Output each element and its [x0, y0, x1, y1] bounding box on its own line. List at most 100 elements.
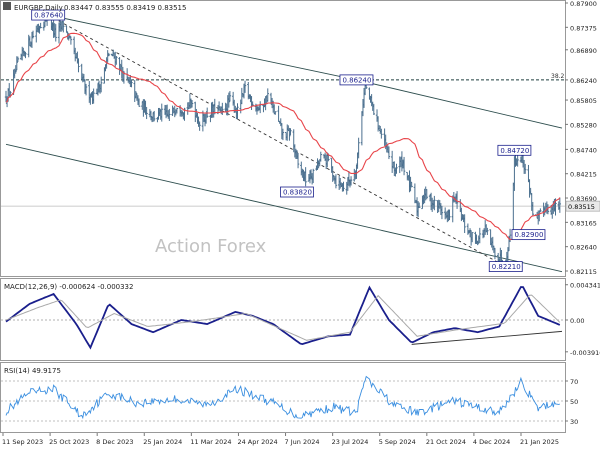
price-bar: [243, 80, 247, 93]
price-annotation-box: [280, 186, 314, 198]
price-annotation: 0.83820: [280, 186, 314, 198]
price-annotation: 0.86240: [339, 74, 374, 86]
price-bar: [228, 91, 232, 102]
price-bar: [62, 20, 65, 33]
price-bar: [402, 156, 406, 176]
price-axis-label: 0.84215: [570, 171, 597, 179]
price-axis-label: 0.86240: [570, 77, 597, 85]
rsi-title: RSI(14) 49.9175: [4, 367, 61, 375]
price-axis-label: 0.87375: [570, 24, 597, 32]
x-axis-label: 5 Sep 2024: [379, 438, 416, 446]
price-bar: [149, 110, 153, 121]
price-bar: [342, 181, 345, 192]
price-bar: [539, 208, 542, 212]
price-bar: [471, 232, 474, 243]
price-bar: [319, 151, 322, 162]
price-bar: [524, 163, 527, 174]
price-axis-label: 0.82640: [570, 244, 597, 252]
x-axis-label: 24 Apr 2024: [237, 438, 277, 446]
price-annotation-label: 0.86240: [342, 76, 371, 84]
price-bar: [546, 204, 550, 215]
price-axis-label: 0.85280: [570, 121, 597, 129]
price-annotation-box: [31, 9, 66, 21]
channel-line-lower: [5, 143, 563, 273]
rsi-axis-label: 30: [570, 418, 578, 426]
price-bar: [410, 181, 413, 188]
x-axis-label: 21 Jan 2025: [520, 438, 559, 446]
rsi-axis-label: 70: [570, 378, 578, 386]
price-annotation-label: 0.87640: [34, 12, 63, 20]
price-bar: [304, 167, 307, 187]
price-bar: [387, 146, 391, 160]
price-bar: [65, 25, 68, 33]
macd-title: MACD(12,26,9) -0.000624 -0.000332: [4, 283, 133, 291]
price-bar: [281, 128, 285, 141]
price-axis-label: 0.86890: [570, 47, 597, 55]
collapse-icon[interactable]: [3, 2, 11, 10]
macd-axis-label: -0.003916: [570, 349, 600, 357]
current-price-tag: [565, 200, 600, 212]
price-bar: [357, 137, 360, 159]
price-bar: [296, 152, 300, 169]
rsi-layer: [1, 375, 565, 422]
current-price-label: 0.83515: [568, 203, 595, 211]
price-bar: [274, 111, 277, 115]
macd-signal-line: [5, 294, 561, 341]
x-axis-label: 11 Sep 2023: [2, 438, 43, 446]
symbol-label: EURGBP,Daily: [14, 4, 63, 12]
x-axis-label: 25 Jan 2024: [143, 438, 182, 446]
price-bar: [349, 176, 353, 186]
price-bar: [39, 22, 42, 29]
price-bar: [31, 30, 35, 39]
price-bar: [54, 24, 57, 42]
price-bar: [84, 83, 88, 96]
price-annotation-label: 0.83820: [283, 189, 312, 197]
price-bar: [493, 247, 497, 260]
price-bar: [77, 58, 80, 73]
fib-level-label: 38.2: [551, 73, 565, 80]
price-bar: [425, 189, 428, 200]
price-annotation: 0.84720: [497, 144, 532, 156]
price-axis-label: 0.84740: [570, 146, 597, 154]
price-bar: [455, 191, 459, 209]
price-annotation-label: 0.82900: [514, 231, 543, 239]
price-bar: [198, 121, 201, 131]
price-bar: [227, 92, 231, 108]
macd-axis-label: 0.00: [570, 317, 584, 325]
price-bar: [395, 163, 398, 174]
price-bar: [69, 36, 73, 45]
price-bar: [107, 52, 110, 57]
x-axis-label: 4 Dec 2024: [473, 438, 510, 446]
moving-average-line: [5, 32, 561, 241]
price-bar: [372, 103, 375, 115]
price-bar: [463, 214, 466, 234]
price-bar: [92, 88, 95, 104]
price-bar: [221, 102, 224, 115]
price-bar: [433, 195, 436, 211]
price-bar: [288, 127, 291, 141]
x-axis-label: 25 Oct 2023: [49, 438, 89, 446]
x-axis-label: 23 Jul 2024: [332, 438, 369, 446]
price-bar: [440, 205, 444, 220]
price-bar: [152, 110, 156, 122]
macd-axis-label: 0.004341: [570, 282, 600, 290]
price-bar: [236, 103, 239, 120]
price-bar: [115, 55, 118, 65]
price-bar: [15, 56, 19, 71]
rsi-line: [5, 375, 560, 420]
price-header: EURGBP,Daily 0.83447 0.83555 0.83419 0.8…: [3, 2, 186, 12]
price-bar: [266, 88, 269, 102]
price-bar: [175, 107, 179, 114]
price-bar: [130, 79, 133, 88]
price-bar: [380, 128, 383, 139]
price-bar: [168, 108, 171, 121]
x-axis-label: 8 Dec 2023: [96, 438, 133, 446]
macd-trendline: [411, 330, 563, 345]
price-axis-label: 0.82115: [570, 268, 597, 276]
price-bar: [145, 106, 148, 120]
price-bar: [448, 209, 451, 221]
price-bar: [531, 201, 534, 217]
price-bar: [251, 101, 254, 106]
